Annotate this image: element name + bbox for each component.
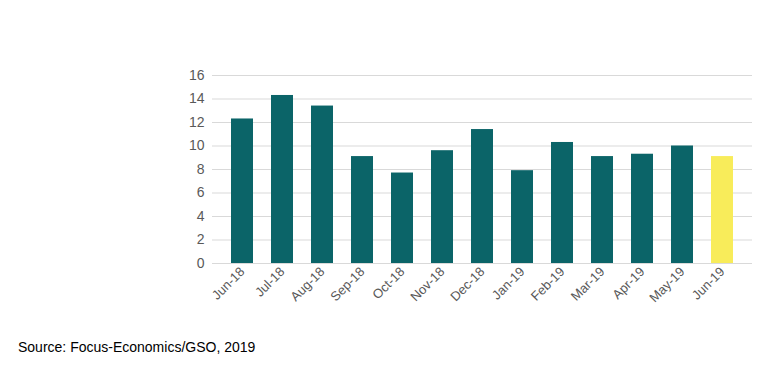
svg-text:6: 6 [197, 184, 205, 200]
svg-text:Apr-19: Apr-19 [609, 264, 647, 302]
svg-text:Nov-18: Nov-18 [407, 264, 447, 304]
svg-text:Mar-19: Mar-19 [568, 264, 608, 304]
svg-text:Aug-18: Aug-18 [287, 264, 327, 304]
svg-text:Sep-18: Sep-18 [327, 264, 367, 304]
svg-text:Dec-18: Dec-18 [447, 264, 487, 304]
svg-text:12: 12 [189, 114, 205, 130]
svg-text:Oct-18: Oct-18 [369, 264, 407, 302]
svg-text:Jan-19: Jan-19 [489, 264, 528, 303]
svg-text:10: 10 [189, 137, 205, 153]
svg-text:8: 8 [197, 161, 205, 177]
html-text:Source: Focus-Economics/GSO, 2: Source: Focus-Economics/GSO, 2019 [18, 339, 256, 355]
svg-text:Jun-19: Jun-19 [689, 264, 728, 303]
svg-text:0: 0 [197, 255, 205, 271]
svg-text:4: 4 [197, 208, 205, 224]
svg-text:16: 16 [189, 67, 205, 83]
svg-text:Jun-18: Jun-18 [209, 264, 248, 303]
svg-text:2: 2 [197, 231, 205, 247]
svg-text:Feb-19: Feb-19 [528, 264, 568, 304]
svg-text:14: 14 [189, 90, 205, 106]
svg-text:May-19: May-19 [646, 264, 687, 305]
svg-text:Jul-18: Jul-18 [252, 264, 288, 300]
